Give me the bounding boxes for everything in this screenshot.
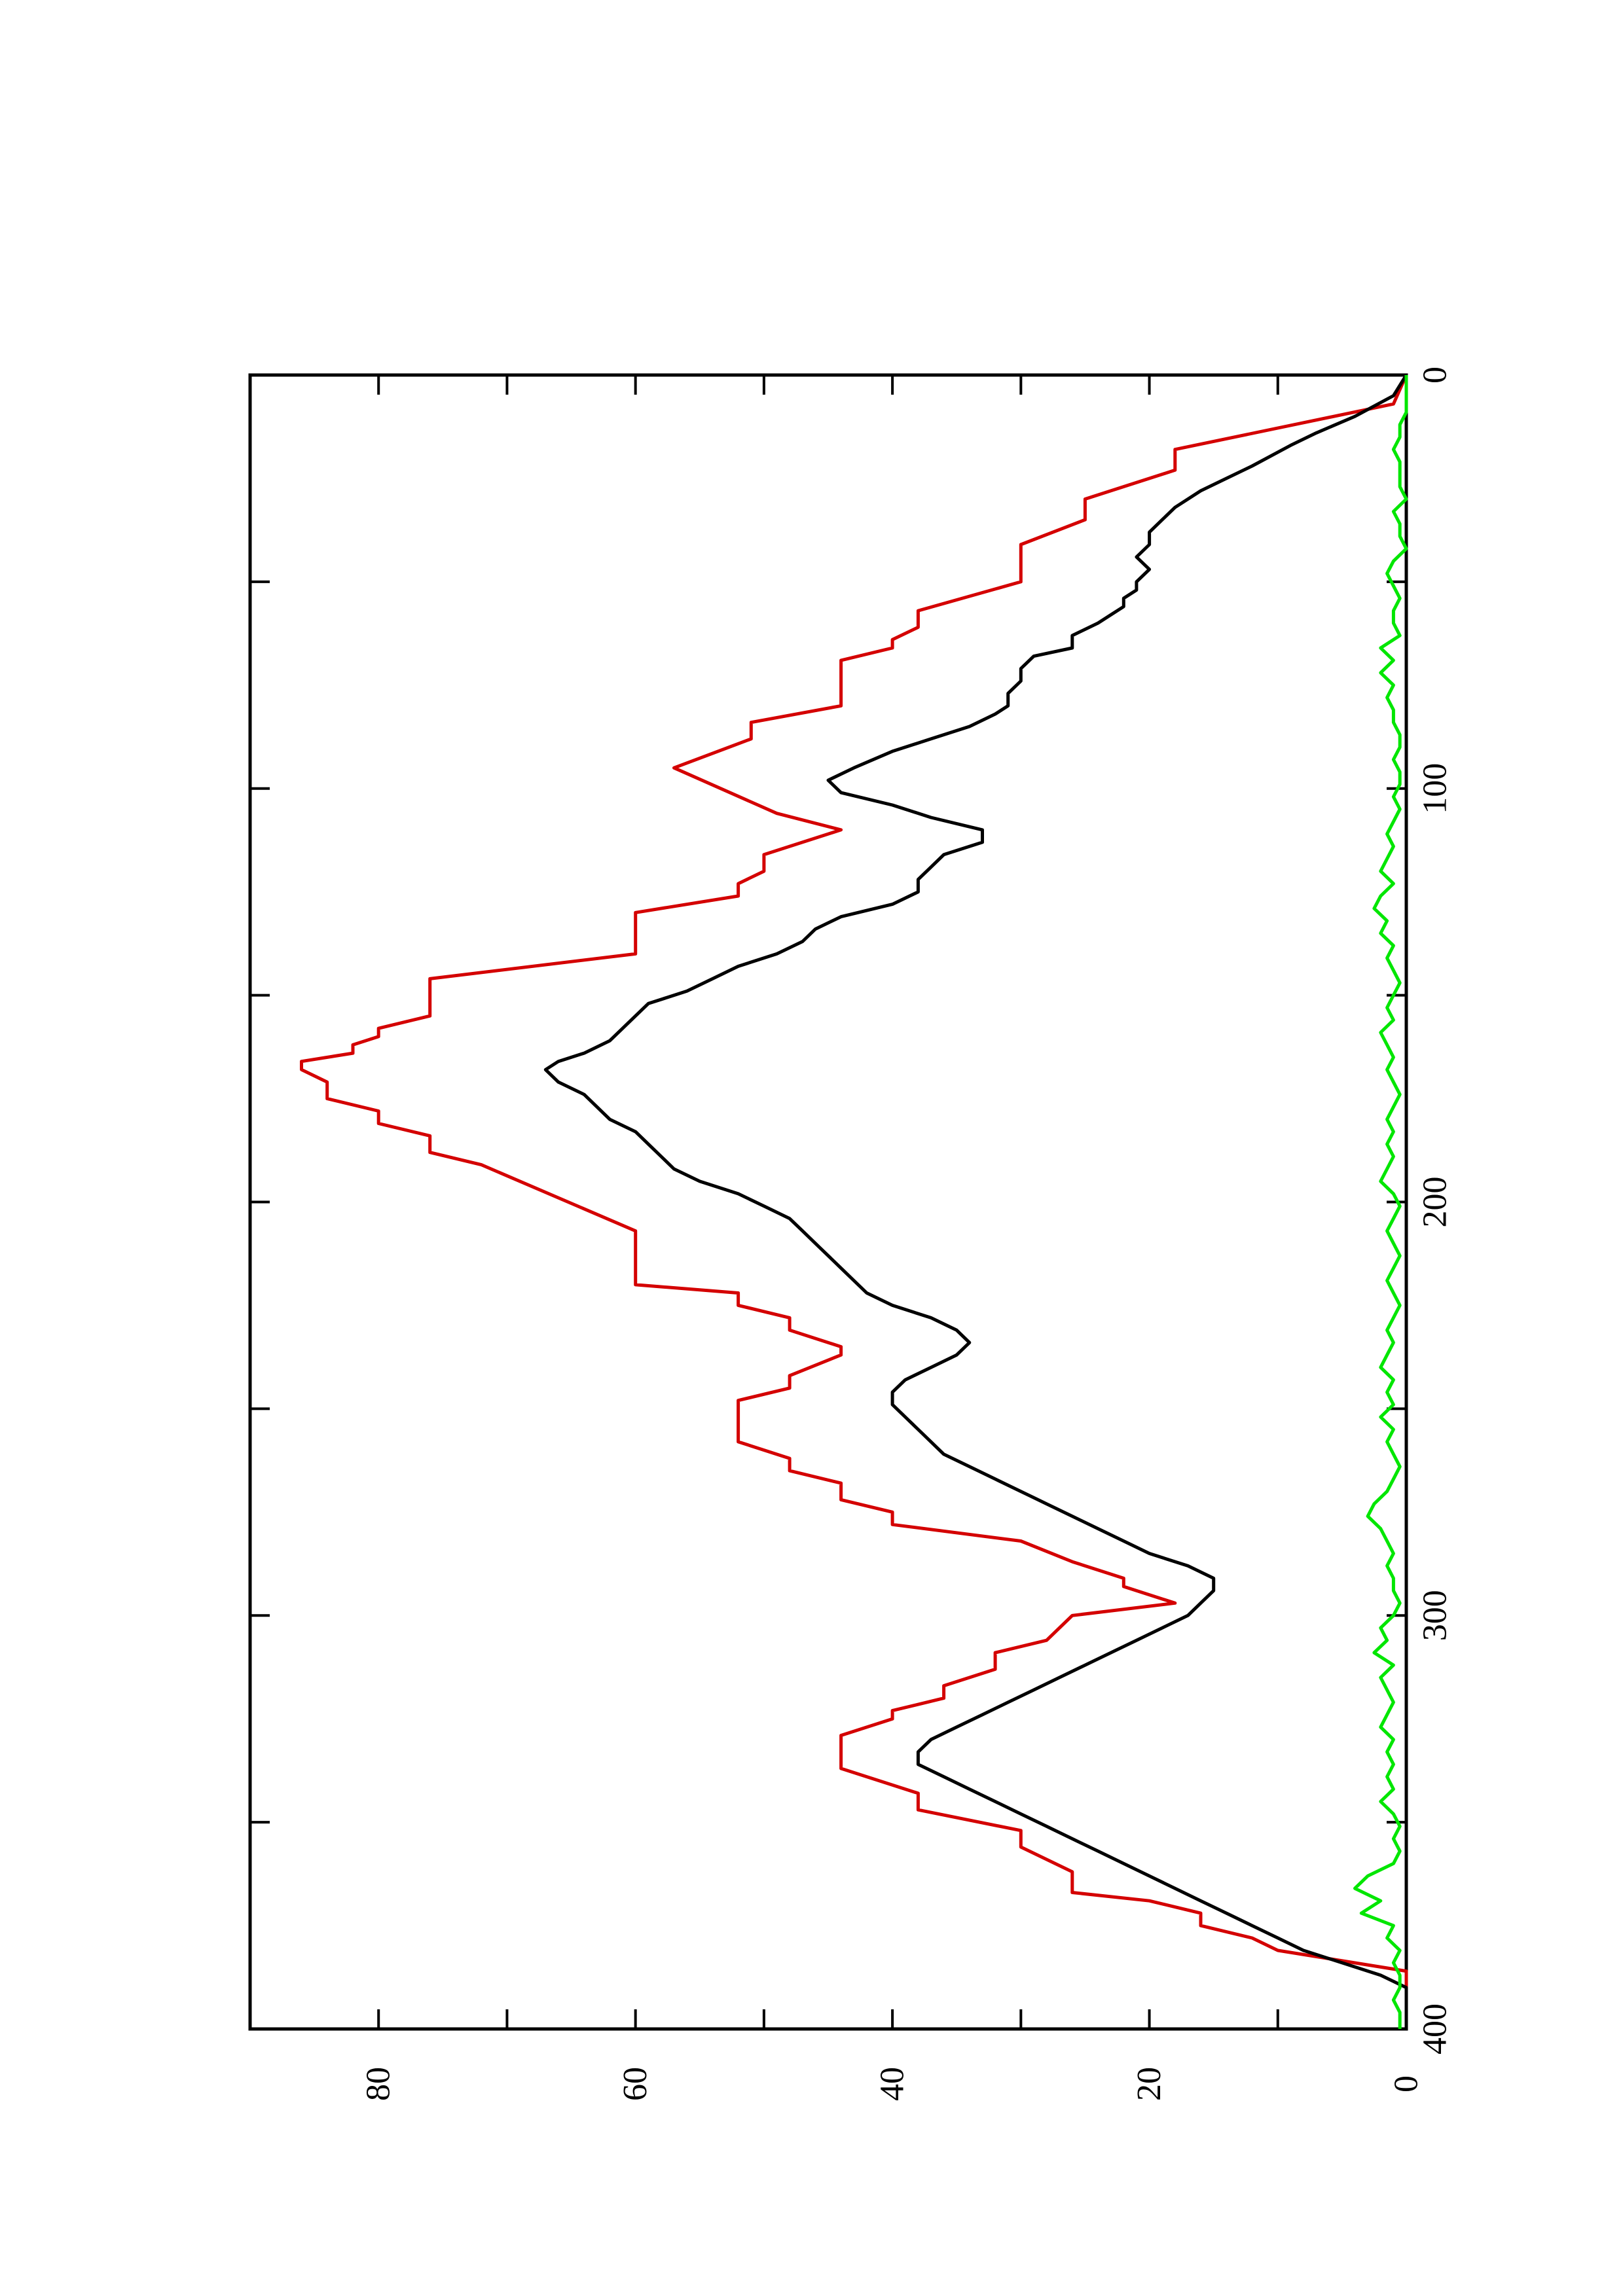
x-tick-label: 200	[1417, 1177, 1454, 1228]
y-tick-label: 0	[1388, 2075, 1425, 2092]
tick-marks	[249, 374, 1408, 2030]
y-tick-label: 60	[617, 2067, 654, 2101]
series-layer	[300, 374, 1408, 2029]
x-tick-label: 100	[1417, 763, 1454, 814]
series-line-1	[300, 374, 1408, 2029]
y-tick-label: 40	[874, 2067, 911, 2101]
series-line-2	[543, 374, 1408, 2029]
x-tick-label: 400	[1417, 2003, 1454, 2054]
y-tick-label: 80	[360, 2067, 397, 2101]
plot-frame	[248, 373, 1408, 2031]
x-tick-label: 0	[1417, 367, 1454, 384]
x-tick-label: 300	[1417, 1590, 1454, 1641]
y-tick-label: 20	[1131, 2067, 1168, 2101]
tick-labels: 0 100 200 300 400 0 20 40 60 80	[360, 367, 1454, 2101]
series-line-3	[1353, 375, 1408, 2029]
